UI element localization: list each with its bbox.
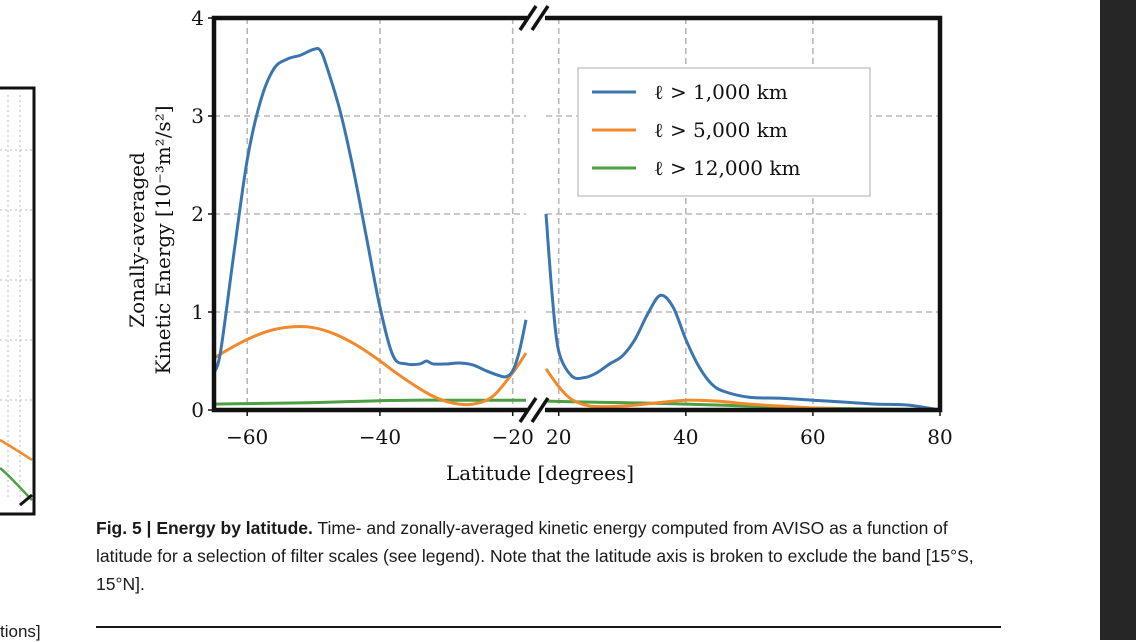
- dark-side-panel: [1100, 0, 1136, 640]
- y-axis-label: Zonally-averaged Kinetic Energy [10⁻³m²/…: [125, 105, 175, 374]
- caption-divider: [96, 626, 1001, 628]
- legend-label: ℓ > 1,000 km: [654, 80, 788, 104]
- x-tick-label: −20: [492, 425, 534, 449]
- x-tick-label: 20: [546, 425, 571, 449]
- legend-label: ℓ > 5,000 km: [654, 118, 788, 142]
- tick-labels: 0 1 2 3 4 −60 −40 −20 20 40 60 80: [191, 6, 952, 449]
- x-tick-label: 80: [927, 425, 952, 449]
- legend-box: [577, 67, 871, 197]
- y-tick-label: 3: [191, 104, 204, 128]
- y-tick-label: 0: [191, 398, 204, 422]
- y-axis-label-line-1: Zonally-averaged: [125, 152, 149, 328]
- legend: ℓ > 1,000 km ℓ > 5,000 km ℓ > 12,000 km: [577, 67, 871, 197]
- series-line-1000-right: [544, 213, 941, 412]
- x-axis-label: Latitude [degrees]: [446, 461, 634, 485]
- series-line-5000-left: [213, 325, 528, 407]
- y-tick-label: 4: [191, 6, 204, 30]
- x-tick-label: 60: [800, 425, 825, 449]
- axes: [208, 5, 943, 423]
- cut-off-text: tions]: [0, 622, 41, 641]
- caption-label: Fig. 5 | Energy by latitude.: [96, 518, 313, 538]
- kinetic-energy-chart: 0 1 2 3 4 −60 −40 −20 20 40 60 80 ℓ > 1,000 km ℓ > 5…: [125, 5, 953, 485]
- figure-caption: Fig. 5 | Energy by latitude. Time- and z…: [96, 514, 1006, 598]
- axis-break-bottom: [518, 397, 550, 423]
- axis-break-top: [518, 5, 550, 31]
- y-tick-label: 1: [191, 300, 204, 324]
- left-panel-frame: [211, 15, 526, 413]
- right-panel-frame: [546, 15, 943, 413]
- legend-label: ℓ > 12,000 km: [654, 156, 801, 180]
- x-tick-label: −60: [226, 425, 268, 449]
- adjacent-figure-fragment: [0, 86, 36, 516]
- caption-text: Time- and zonally-averaged kinetic energ…: [96, 518, 974, 594]
- series-line-12000-left: [213, 398, 526, 406]
- series-line-1000-left: [212, 46, 528, 379]
- y-tick-label: 2: [191, 202, 204, 226]
- series-left-panel: [212, 46, 528, 407]
- y-axis-label-line-2: Kinetic Energy [10⁻³m²/s²]: [151, 105, 175, 374]
- x-tick-label: −40: [359, 425, 401, 449]
- x-tick-label: 40: [673, 425, 698, 449]
